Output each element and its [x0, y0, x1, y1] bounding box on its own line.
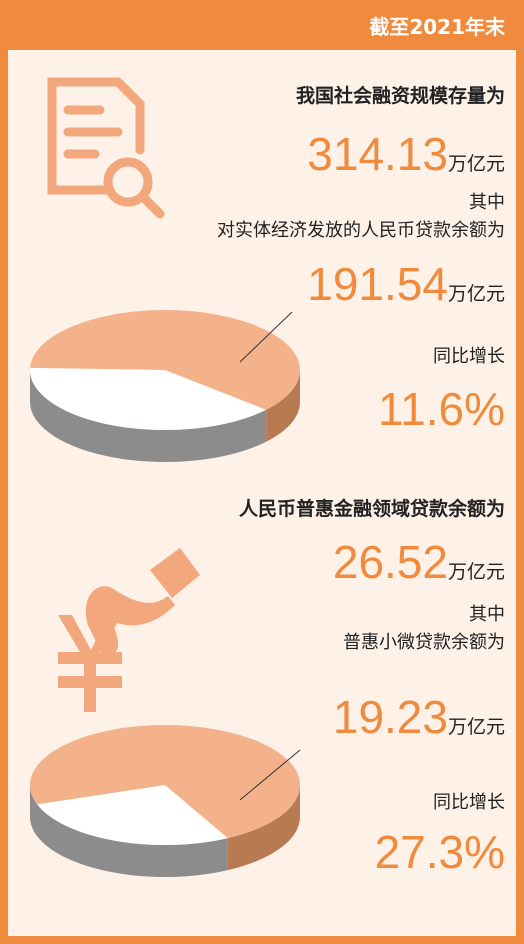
leader-line	[239, 749, 301, 801]
value-unit: %	[464, 826, 505, 878]
pie-side	[30, 785, 228, 877]
value-number: 26.52	[333, 536, 448, 588]
value-text: 191.54万亿元	[307, 258, 505, 310]
leader-line	[239, 311, 293, 363]
value-number: 191.54	[307, 258, 448, 310]
value-unit: 万亿元	[448, 561, 505, 583]
value-number: 11.6	[378, 383, 464, 435]
value-number: 314.13	[307, 128, 448, 180]
value-unit: 万亿元	[448, 153, 505, 175]
pie-slice-rest	[37, 785, 228, 845]
growth-label: 同比增长	[433, 346, 505, 367]
value-unit: %	[464, 383, 505, 435]
value-unit: 万亿元	[448, 283, 505, 305]
header-title: 截至2021年末	[369, 15, 506, 39]
value-text: 26.52万亿元	[333, 536, 505, 588]
value-number: 19.23	[333, 691, 448, 743]
value-unit: 万亿元	[448, 716, 505, 738]
pie-slice-rest	[30, 367, 267, 431]
value-text: 11.6%	[378, 383, 505, 435]
hand-yen-icon	[58, 548, 200, 712]
value-text: 314.13万亿元	[307, 128, 505, 180]
value-text: 27.3%	[375, 826, 505, 878]
heading: 人民币普惠金融领域贷款余额为	[239, 497, 505, 520]
sub-label: 其中	[469, 604, 505, 625]
growth-label: 同比增长	[433, 792, 505, 813]
pie-side	[30, 370, 267, 462]
value-number: 27.3	[375, 826, 465, 878]
pie-side	[227, 785, 300, 871]
sub-label: 普惠小微贷款余额为	[343, 632, 505, 653]
sub-label: 其中	[469, 192, 505, 213]
value-text: 19.23万亿元	[333, 691, 505, 743]
sub-label: 对实体经济发放的人民币贷款余额为	[217, 220, 505, 241]
heading: 我国社会融资规模存量为	[296, 84, 505, 107]
document-icon	[47, 77, 165, 219]
pie-side	[266, 370, 300, 442]
